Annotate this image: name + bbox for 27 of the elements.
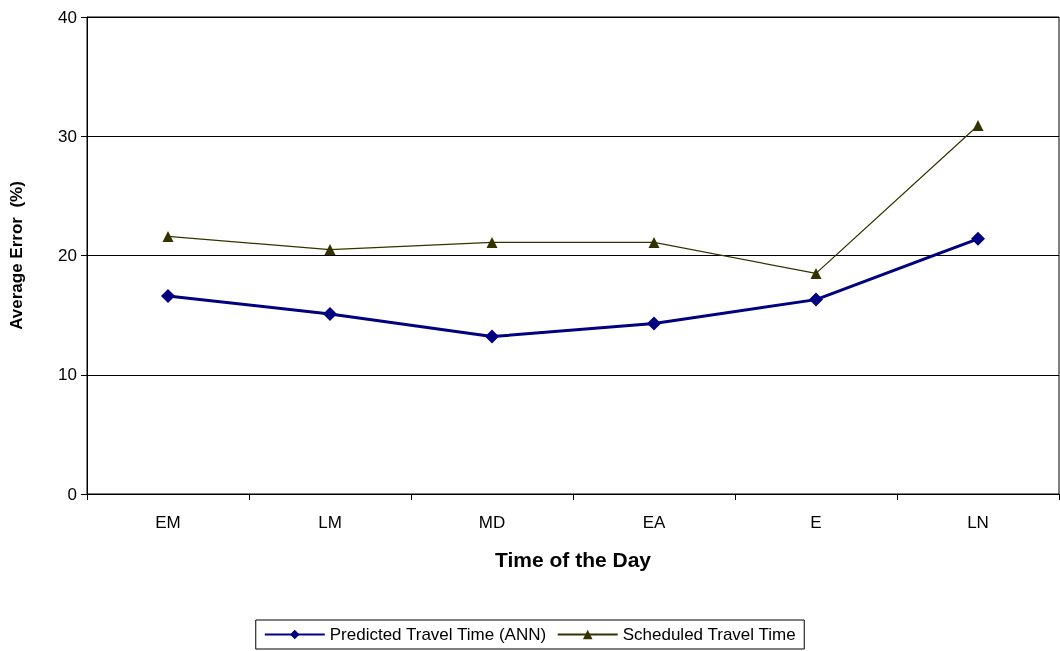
point (810, 267, 822, 279)
point (809, 292, 823, 307)
point (647, 316, 661, 331)
point (323, 306, 337, 321)
point (971, 231, 985, 246)
point (486, 236, 498, 248)
x-tick-label: MD (478, 513, 506, 532)
x-tick-label: LN (967, 513, 989, 532)
point (485, 329, 499, 344)
x-tick-label: E (810, 513, 822, 532)
legend-label: Predicted Travel Time (ANN) (329, 625, 547, 644)
point (648, 236, 660, 248)
legend-label: Scheduled Travel Time (622, 625, 796, 644)
x-tick-label: EA (642, 513, 666, 532)
y-tick-label: 30 (58, 126, 77, 146)
y-tick-label: 10 (58, 365, 77, 385)
x-axis-title: Time of the Day (495, 548, 652, 571)
point (162, 230, 174, 242)
point (324, 244, 336, 256)
point (161, 289, 175, 304)
x-tick-label: EM (155, 513, 181, 532)
y-tick-label: 40 (58, 7, 77, 27)
y-axis-title: Average Error (%) (7, 181, 26, 330)
point (972, 120, 984, 132)
y-tick-label: 0 (67, 484, 77, 504)
x-tick-label: LM (318, 513, 342, 532)
y-tick-label: 20 (58, 246, 77, 265)
